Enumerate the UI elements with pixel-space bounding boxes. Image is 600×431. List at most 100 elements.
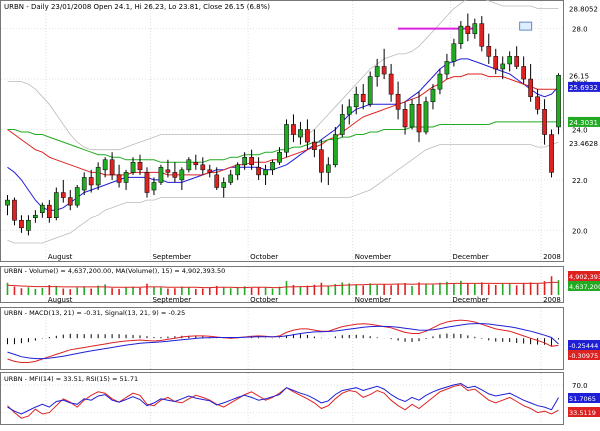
volume-bar: [320, 282, 323, 295]
volume-bar: [348, 283, 351, 295]
price-label-box: [568, 3, 600, 14]
y-tick-label: 20.0: [572, 227, 588, 235]
price-label-box: [568, 138, 600, 149]
candle-body: [207, 169, 213, 173]
volume-bar: [55, 285, 58, 295]
candle-body: [277, 151, 282, 163]
candle-body: [339, 114, 345, 135]
candle-body: [249, 156, 254, 166]
volume-bar: [536, 284, 539, 295]
candle-body: [46, 204, 52, 218]
panel-frame: [0, 307, 564, 370]
candle-body: [514, 56, 520, 67]
price-label: 23.4628: [569, 140, 598, 148]
volume-bar: [236, 286, 239, 295]
volume-bar: [341, 282, 344, 295]
candle-body: [151, 182, 157, 191]
volume-bar: [20, 288, 23, 295]
volume-bar: [188, 287, 190, 295]
candle-body: [284, 124, 289, 153]
volume-bar: [480, 282, 483, 295]
candle-body: [242, 156, 247, 166]
x-axis-label: September: [152, 253, 191, 261]
chart-title: URBN - Daily 23/01/2008 Open 24.1, Hi 26…: [4, 3, 270, 11]
candle-body: [19, 220, 24, 229]
candle-body: [158, 167, 164, 183]
candle-body: [423, 101, 429, 133]
price-label-box: [568, 81, 600, 92]
volume-bar: [181, 286, 183, 295]
macd-title: URBN - MACD(13, 21) = -0.31, Signal(13, …: [4, 309, 185, 317]
volume-bar: [264, 287, 267, 295]
volume-bar: [118, 288, 120, 295]
volume-bar: [460, 280, 462, 295]
candle-body: [549, 134, 554, 173]
volume-bar: [174, 288, 176, 295]
candle-body: [479, 23, 485, 47]
volume-x-label: August: [48, 296, 73, 304]
volume-bar: [327, 286, 330, 295]
candle-body: [221, 182, 227, 188]
volume-bar: [474, 283, 476, 295]
volume-bar: [271, 288, 274, 295]
volume-bar: [13, 286, 16, 295]
x-axis-label: August: [48, 253, 73, 261]
volume-bar: [285, 281, 288, 295]
candle-body: [556, 75, 561, 128]
candle-body: [214, 174, 220, 188]
candle-body: [137, 162, 143, 171]
volume-label-box: [568, 281, 600, 291]
candle-body: [493, 56, 499, 70]
volume-title: URBN - Volume() = 4,637,200.00, MA(Volum…: [4, 267, 225, 275]
candle-body: [346, 106, 352, 115]
x-axis-label: December: [452, 253, 488, 261]
candle-body: [270, 162, 275, 171]
volume-bar: [550, 276, 553, 295]
panel-frame: [0, 0, 564, 262]
candle-body: [312, 141, 317, 150]
volume-bar: [390, 285, 392, 295]
volume-bar: [362, 285, 365, 295]
candle-body: [319, 149, 324, 173]
volume-bar: [125, 287, 127, 295]
volume-bar: [557, 280, 560, 295]
candle-body: [458, 25, 464, 45]
volume-bar: [222, 287, 225, 295]
volume-bar: [160, 287, 162, 295]
candle-body: [12, 199, 17, 221]
volume-bar: [376, 284, 378, 295]
volume-bar: [306, 285, 309, 295]
panel-frame: [0, 266, 564, 303]
volume-bar: [355, 284, 358, 295]
osc-title: URBN - MFI(14) = 33.51, RSI(15) = 51.71: [4, 375, 138, 383]
candle-body: [444, 61, 450, 75]
candle-body: [298, 129, 303, 138]
volume-label-box: [568, 271, 600, 281]
osc-label-box: [568, 393, 600, 403]
volume-ma-line: [7, 281, 559, 289]
y-tick-label: 22.0: [572, 177, 588, 185]
candle-body: [500, 63, 506, 70]
volume-bar: [494, 284, 497, 295]
osc-line-rsi: [7, 382, 559, 415]
candle-body: [256, 167, 261, 176]
volume-bar: [432, 284, 434, 295]
volume-bar: [27, 287, 30, 295]
volume-bar: [76, 287, 79, 295]
candle-body: [123, 172, 129, 183]
candle-body: [409, 104, 415, 128]
volume-bar: [6, 282, 9, 295]
candle-body: [81, 177, 87, 191]
candle-body: [437, 73, 443, 90]
volume-x-label: December: [452, 296, 488, 304]
candle-body: [402, 109, 408, 128]
candle-body: [395, 93, 401, 110]
candle-body: [40, 204, 45, 213]
volume-bar: [515, 285, 518, 295]
volume-bar: [153, 286, 155, 295]
line-ma-blue: [7, 58, 559, 211]
candle-body: [60, 192, 66, 198]
price-label: 24.3031: [569, 119, 598, 127]
candle-body: [116, 174, 122, 183]
candle-body: [144, 172, 150, 193]
